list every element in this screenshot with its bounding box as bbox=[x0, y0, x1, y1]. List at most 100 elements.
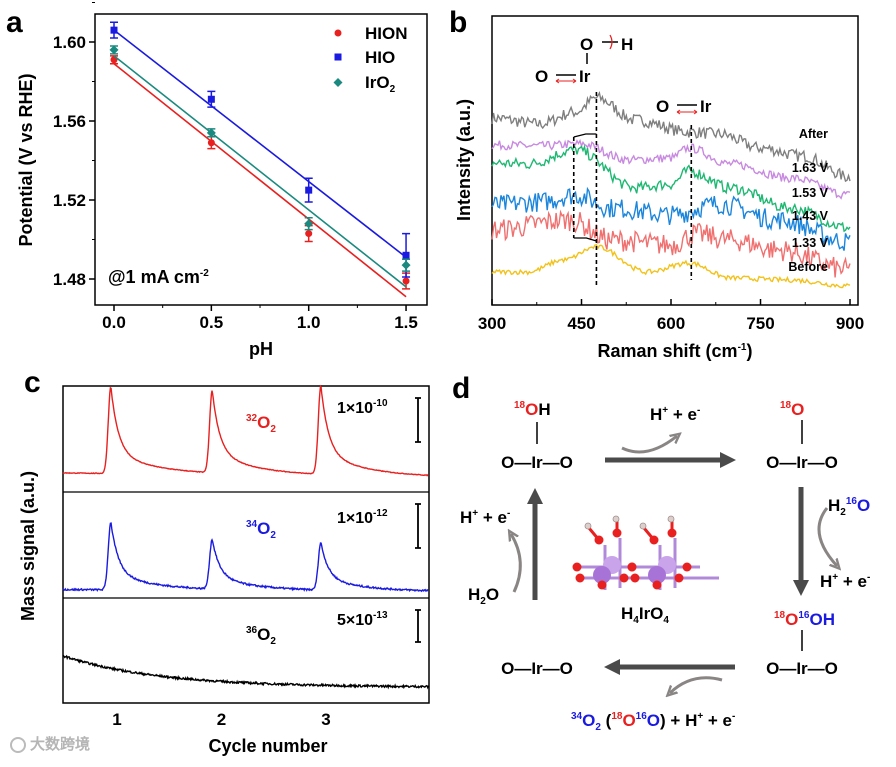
catalyst-iro: IrO bbox=[638, 604, 664, 623]
label-element: O bbox=[257, 625, 271, 644]
y-tick-label: 1.56 bbox=[52, 112, 86, 131]
trace-34o2 bbox=[62, 522, 429, 593]
charge-plus: + bbox=[472, 508, 479, 519]
scale-bar-value: 1×10 bbox=[337, 400, 374, 417]
isotope-18: 18 bbox=[774, 610, 786, 621]
atom-o: O bbox=[646, 711, 661, 730]
data-point-hio bbox=[207, 95, 215, 103]
o-atom bbox=[572, 562, 582, 572]
isotope-18: 18 bbox=[514, 400, 526, 411]
subscript-2: 2 bbox=[480, 596, 486, 607]
label-product-34o2: 34O2 (18O16O) + H+ + e- bbox=[571, 712, 735, 733]
o-atom bbox=[594, 535, 604, 545]
curved-arrow-icon bbox=[670, 676, 723, 693]
spectrum-before bbox=[491, 244, 851, 289]
label-proton-electron-top: H+ + e- bbox=[650, 405, 701, 424]
o-atom bbox=[682, 562, 692, 572]
h-atom bbox=[667, 515, 675, 523]
charge-minus: - bbox=[866, 572, 871, 583]
x-tick-label: 0.0 bbox=[102, 313, 126, 332]
o-atom bbox=[619, 573, 629, 583]
scale-bar bbox=[415, 503, 421, 549]
charge-plus: + bbox=[697, 711, 704, 722]
stretch-arrow-icon bbox=[555, 78, 577, 84]
y-tick-label: 1.60 bbox=[52, 33, 86, 52]
label-ir: Ir bbox=[579, 67, 591, 86]
paren-open: ( bbox=[600, 711, 612, 730]
proton: H bbox=[820, 572, 833, 591]
species-18o16oh: 18O16OH bbox=[774, 610, 835, 629]
o-h-bond bbox=[587, 521, 619, 541]
x-tick-label: 3 bbox=[321, 710, 331, 729]
electron: + e bbox=[478, 508, 507, 527]
scale-bar-value: 1×10 bbox=[337, 510, 374, 527]
plot-frame-b bbox=[491, 15, 859, 306]
y-axis-label-b: Intensity (a.u.) bbox=[454, 98, 474, 222]
isotope-16: 16 bbox=[845, 496, 857, 507]
label-proton-electron-right: H+ + e- bbox=[820, 572, 871, 591]
charge-minus: - bbox=[732, 711, 736, 722]
o-atom bbox=[667, 528, 677, 538]
data-point-iro2 bbox=[401, 260, 411, 270]
isotope-18: 18 bbox=[780, 400, 792, 411]
scale-bar-exponent: -13 bbox=[373, 610, 388, 621]
legend-marker-iro2 bbox=[333, 78, 343, 87]
ir-atom bbox=[648, 566, 666, 584]
label-proton-electron-left: H+ + e- bbox=[460, 508, 510, 527]
paren-close-proton: ) + H bbox=[660, 711, 698, 730]
scale-bar-label: 1×10-12 bbox=[337, 509, 388, 527]
h4iro4-structure-image bbox=[572, 515, 719, 590]
h-atom bbox=[584, 522, 592, 530]
x-axis-label-b-end: ) bbox=[746, 341, 753, 361]
ir-atom bbox=[593, 566, 611, 584]
trace-label-36o2: 36O2 bbox=[246, 626, 276, 647]
curved-arrow-icon bbox=[621, 436, 677, 454]
subscript-2: 2 bbox=[840, 507, 846, 518]
x-tick-label: 750 bbox=[746, 314, 775, 333]
species-h2-16o: H216O bbox=[828, 497, 870, 518]
site-o-ir-o-bottom-left: O—Ir—O bbox=[501, 659, 573, 678]
x-tick-label: 1.5 bbox=[394, 313, 418, 332]
atom-h: H bbox=[538, 400, 551, 419]
scale-bar-exponent: -10 bbox=[373, 398, 388, 409]
x-tick-label: 0.5 bbox=[199, 313, 224, 332]
bending-arrow-icon bbox=[609, 34, 613, 50]
trace-label-32o2: 32O2 bbox=[246, 414, 276, 435]
x-tick-label: 300 bbox=[477, 314, 507, 333]
axis-ticks-b bbox=[491, 299, 851, 305]
electron: + e bbox=[838, 572, 867, 591]
charge-plus: + bbox=[832, 572, 839, 583]
label-o: O bbox=[656, 97, 670, 116]
series-label: 1.33 V bbox=[791, 236, 828, 250]
x-tick-label: 450 bbox=[567, 314, 596, 333]
charge-minus: - bbox=[696, 405, 701, 416]
fit-line-hion bbox=[113, 63, 407, 298]
charge-plus: + bbox=[662, 405, 669, 416]
plot-frame-a bbox=[94, 13, 428, 306]
data-point-hio bbox=[305, 186, 313, 194]
fit-line-iro bbox=[113, 55, 407, 288]
data-point-hion bbox=[207, 139, 215, 147]
y-axis-label-a: Potential (V vs RHE) bbox=[16, 73, 36, 247]
site-o-ir-o-top-right: O—Ir—O bbox=[766, 453, 838, 472]
label-isotope: 32 bbox=[246, 413, 258, 424]
atom-o: O bbox=[785, 610, 799, 629]
label-o-left: O bbox=[535, 67, 549, 86]
species-18o: 18O bbox=[780, 400, 805, 419]
electron: + e bbox=[668, 405, 697, 424]
atom-h: H bbox=[828, 496, 841, 515]
scale-bar-exponent: -12 bbox=[373, 508, 388, 519]
isotope-16: 16 bbox=[798, 610, 810, 621]
label-o-hydroxyl: O bbox=[580, 35, 594, 54]
x-axis-label-b: Raman shift (cm-1) bbox=[598, 342, 753, 360]
scale-bar bbox=[415, 397, 421, 443]
x-axis-label-a: pH bbox=[249, 339, 273, 359]
atom-o: O bbox=[485, 585, 500, 604]
atom-o: O bbox=[791, 400, 805, 419]
data-point-iro2 bbox=[109, 45, 119, 55]
label-element: O bbox=[257, 519, 271, 538]
x-tick-label: 900 bbox=[835, 314, 865, 333]
x-axis-label-b-main: Raman shift (cm bbox=[597, 341, 738, 361]
scale-bar bbox=[415, 609, 421, 643]
